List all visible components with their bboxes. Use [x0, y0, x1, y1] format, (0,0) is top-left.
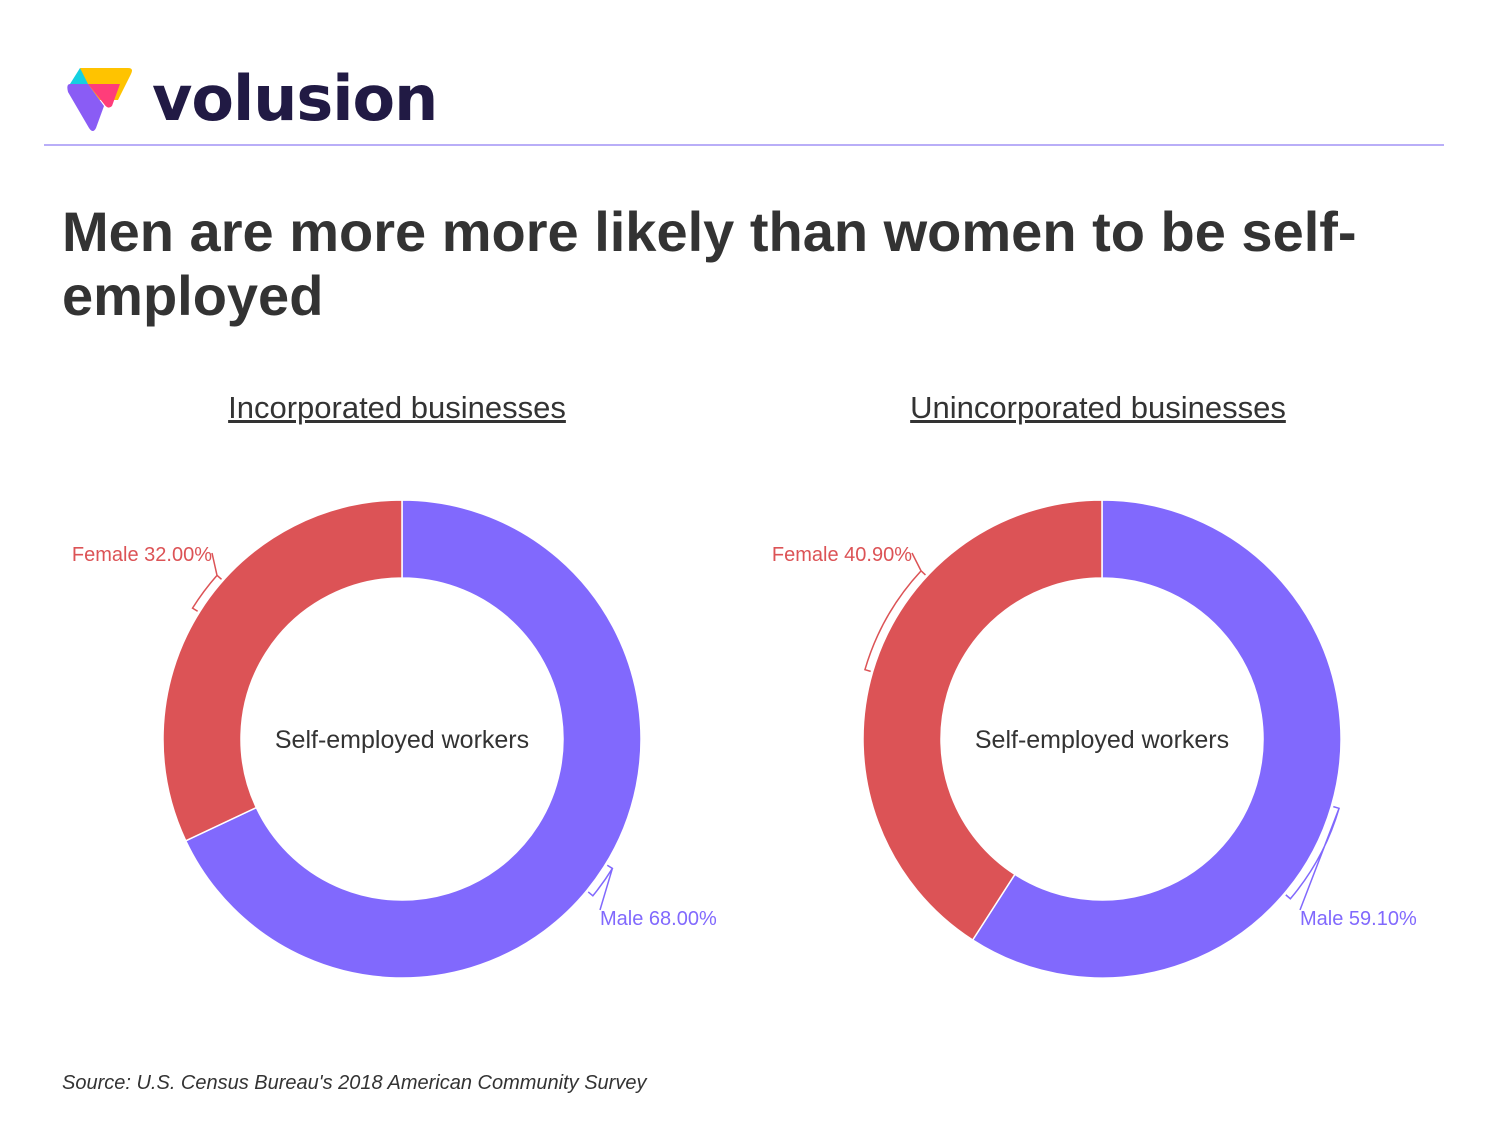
data-label-female: Female 32.00% — [72, 544, 212, 566]
donut-slice-male — [184, 499, 642, 979]
data-label-female: Female 40.90% — [772, 544, 912, 566]
data-label-male: Male 59.10% — [1300, 908, 1417, 930]
center-label: Self-employed workers — [275, 726, 529, 754]
center-label: Self-employed workers — [975, 726, 1229, 754]
label-leader-line — [1285, 805, 1341, 911]
donut-slice-male — [971, 499, 1342, 979]
label-leader-line — [191, 552, 222, 612]
chart-title-incorporated: Incorporated businesses — [228, 390, 566, 425]
page-title: Men are more more likely than women to b… — [62, 200, 1357, 327]
donut-slice-female — [862, 499, 1103, 942]
data-label-male: Male 68.00% — [600, 908, 717, 930]
header-divider — [44, 144, 1444, 146]
label-leader-line — [863, 552, 926, 673]
chart-title-unincorporated: Unincorporated businesses — [910, 390, 1286, 425]
brand-name: volusion — [152, 62, 438, 135]
donut-slice-female — [162, 499, 403, 842]
source-note: Source: U.S. Census Bureau's 2018 Americ… — [62, 1072, 647, 1094]
volusion-logo-icon — [67, 68, 132, 131]
label-leader-line — [587, 864, 614, 911]
